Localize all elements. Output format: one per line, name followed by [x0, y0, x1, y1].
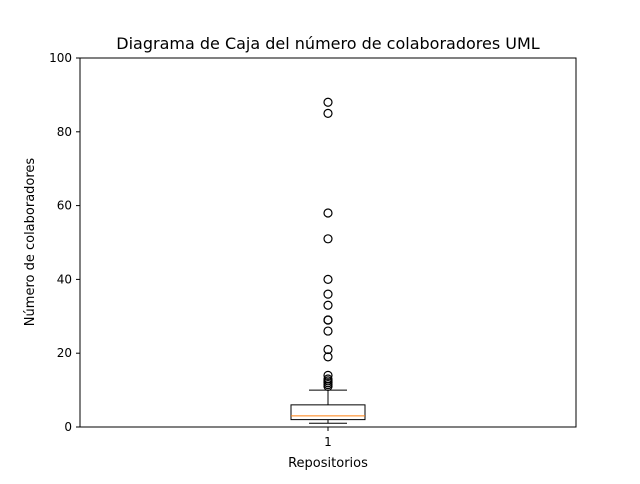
outlier-point: [323, 289, 333, 299]
outlier-point: [323, 234, 333, 244]
y-axis-label: Número de colaboradores: [23, 158, 38, 327]
y-tick-label: 40: [57, 272, 72, 286]
outlier-point: [323, 300, 333, 310]
outlier-point: [323, 352, 333, 362]
iqr-box: [290, 404, 366, 421]
y-tick-label: 100: [49, 51, 72, 65]
outlier-point: [323, 374, 333, 384]
y-tick-label: 80: [57, 125, 72, 139]
outlier-point: [323, 97, 333, 107]
outlier-point: [323, 208, 333, 218]
outlier-point: [323, 274, 333, 284]
chart-title: Diagrama de Caja del número de colaborad…: [116, 34, 540, 53]
outlier-point: [323, 108, 333, 118]
outlier-point: [323, 326, 333, 336]
outlier-point: [323, 344, 333, 355]
outlier-point: [323, 315, 333, 325]
y-tick-label: 60: [57, 199, 72, 213]
axes: 0 20 40 60 80 100 1: [49, 51, 577, 449]
y-tick-label: 20: [57, 346, 72, 360]
x-tick-label: 1: [324, 435, 332, 449]
y-tick-label: 0: [64, 420, 72, 434]
box-plot: [290, 97, 366, 424]
x-axis-label: Repositorios: [288, 456, 368, 471]
outlier-point: [323, 370, 333, 380]
